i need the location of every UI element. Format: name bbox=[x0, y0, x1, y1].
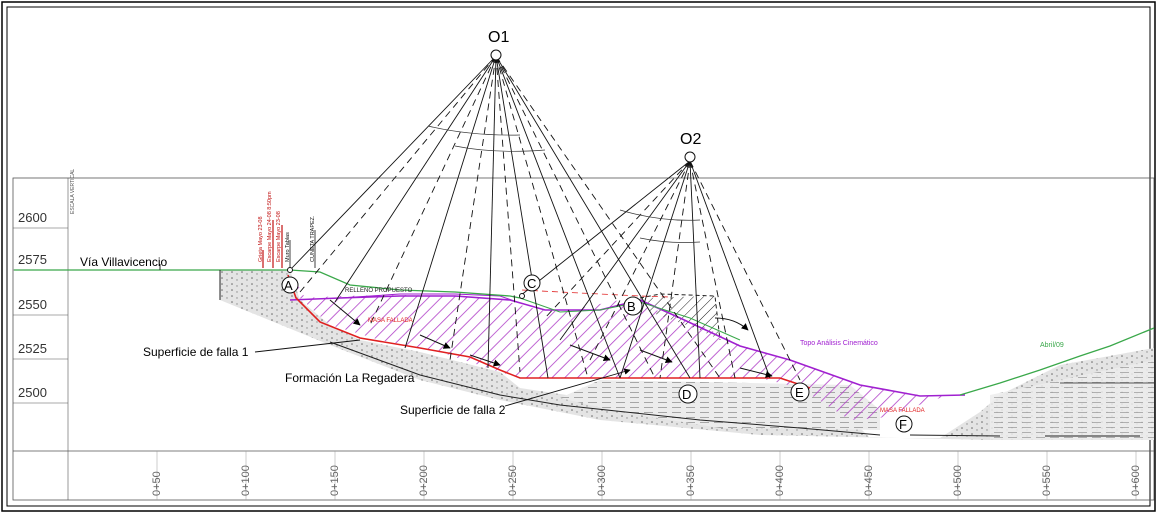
station-0-600: 0+600 bbox=[1130, 465, 1142, 496]
point-d: D bbox=[678, 384, 698, 404]
angle-arcs bbox=[427, 125, 701, 243]
borehole-label-2: Escarpe Mayo 24-08 8:50pm bbox=[267, 191, 273, 262]
point-a: A bbox=[281, 276, 299, 294]
inner-border bbox=[6, 6, 1151, 507]
station-ticks bbox=[156, 451, 1137, 500]
o1-solid-rays bbox=[289, 55, 691, 379]
svg-text:C: C bbox=[527, 276, 536, 291]
section-grid bbox=[12, 177, 1155, 501]
elev-2575: 2575 bbox=[18, 252, 47, 267]
ground-line-mid bbox=[519, 297, 741, 341]
o1-dashed-rays bbox=[299, 55, 721, 379]
point-b: B bbox=[623, 296, 643, 316]
borehole-label-4: Muro Tablas bbox=[285, 232, 291, 262]
station-0-450: 0+450 bbox=[863, 465, 875, 496]
block-outline bbox=[639, 293, 721, 341]
o2-center-marker bbox=[684, 151, 696, 163]
borehole-label-3: Escarpe Mayo 23-08 bbox=[276, 211, 282, 262]
topo-analysis-line bbox=[289, 295, 966, 397]
o1-center-marker bbox=[490, 49, 502, 61]
formacion-label: Formación La Regadera bbox=[285, 371, 415, 385]
falla2-label: Superficie de falla 2 bbox=[400, 403, 506, 417]
elev-2600: 2600 bbox=[18, 210, 47, 225]
topo-label: Topo Análisis Cinemático bbox=[800, 340, 878, 347]
via-label: Vía Villavicencio bbox=[80, 255, 167, 269]
borehole-label-1: Grieta Mayo 23-08 bbox=[258, 216, 264, 262]
point-a-dot bbox=[287, 267, 293, 273]
point-f: F bbox=[895, 415, 913, 433]
falla1-label: Superficie de falla 1 bbox=[143, 345, 249, 359]
station-0-550: 0+550 bbox=[1041, 465, 1053, 496]
svg-text:F: F bbox=[899, 417, 907, 432]
relleno-label: RELLENO PROPUESTO bbox=[345, 288, 413, 294]
leader-lines bbox=[159, 264, 631, 407]
station-0-400: 0+400 bbox=[774, 465, 786, 496]
station-0-150: 0+150 bbox=[329, 465, 341, 496]
point-c-dot bbox=[519, 293, 525, 299]
masa-fallada-1: MASA FALLADA bbox=[368, 318, 413, 324]
abril-label: Abril/09 bbox=[1040, 342, 1064, 349]
ground-line-right bbox=[959, 327, 1155, 396]
elev-2550: 2550 bbox=[18, 297, 47, 312]
o2-label: O2 bbox=[680, 131, 701, 148]
elev-2500: 2500 bbox=[18, 385, 47, 400]
station-0-300: 0+300 bbox=[596, 465, 608, 496]
o2-dashed-rays bbox=[544, 160, 801, 381]
ground-line-left bbox=[14, 269, 521, 299]
cuneta-label: CUNETA TRAPEZ. bbox=[310, 215, 316, 262]
vertical-scale-note: ESCALA VERTICAL bbox=[70, 169, 76, 214]
station-0-500: 0+500 bbox=[952, 465, 964, 496]
station-0-350: 0+350 bbox=[685, 465, 697, 496]
svg-text:E: E bbox=[795, 385, 804, 400]
elev-2525: 2525 bbox=[18, 341, 47, 356]
svg-text:B: B bbox=[627, 299, 636, 314]
point-c: C bbox=[523, 274, 541, 292]
point-e: E bbox=[790, 382, 810, 402]
o2-solid-rays bbox=[519, 160, 771, 379]
station-0-250: 0+250 bbox=[507, 465, 519, 496]
right-strata bbox=[990, 360, 1154, 440]
station-0-50: 0+50 bbox=[151, 471, 163, 496]
failure-surface-2 bbox=[329, 341, 881, 436]
borehole-markers bbox=[262, 220, 283, 268]
station-0-200: 0+200 bbox=[418, 465, 430, 496]
svg-text:A: A bbox=[284, 278, 293, 293]
o1-label: O1 bbox=[488, 29, 509, 46]
failure-surface-dashed bbox=[521, 289, 671, 298]
topo-upper-line bbox=[339, 293, 521, 304]
svg-text:D: D bbox=[682, 387, 691, 402]
masa-fallada-2: MASA FALLADA bbox=[880, 408, 925, 414]
station-0-100: 0+100 bbox=[240, 465, 252, 496]
base-line-1 bbox=[909, 434, 1001, 437]
failure-surface-red bbox=[287, 274, 811, 389]
movement-arrows bbox=[329, 299, 773, 378]
